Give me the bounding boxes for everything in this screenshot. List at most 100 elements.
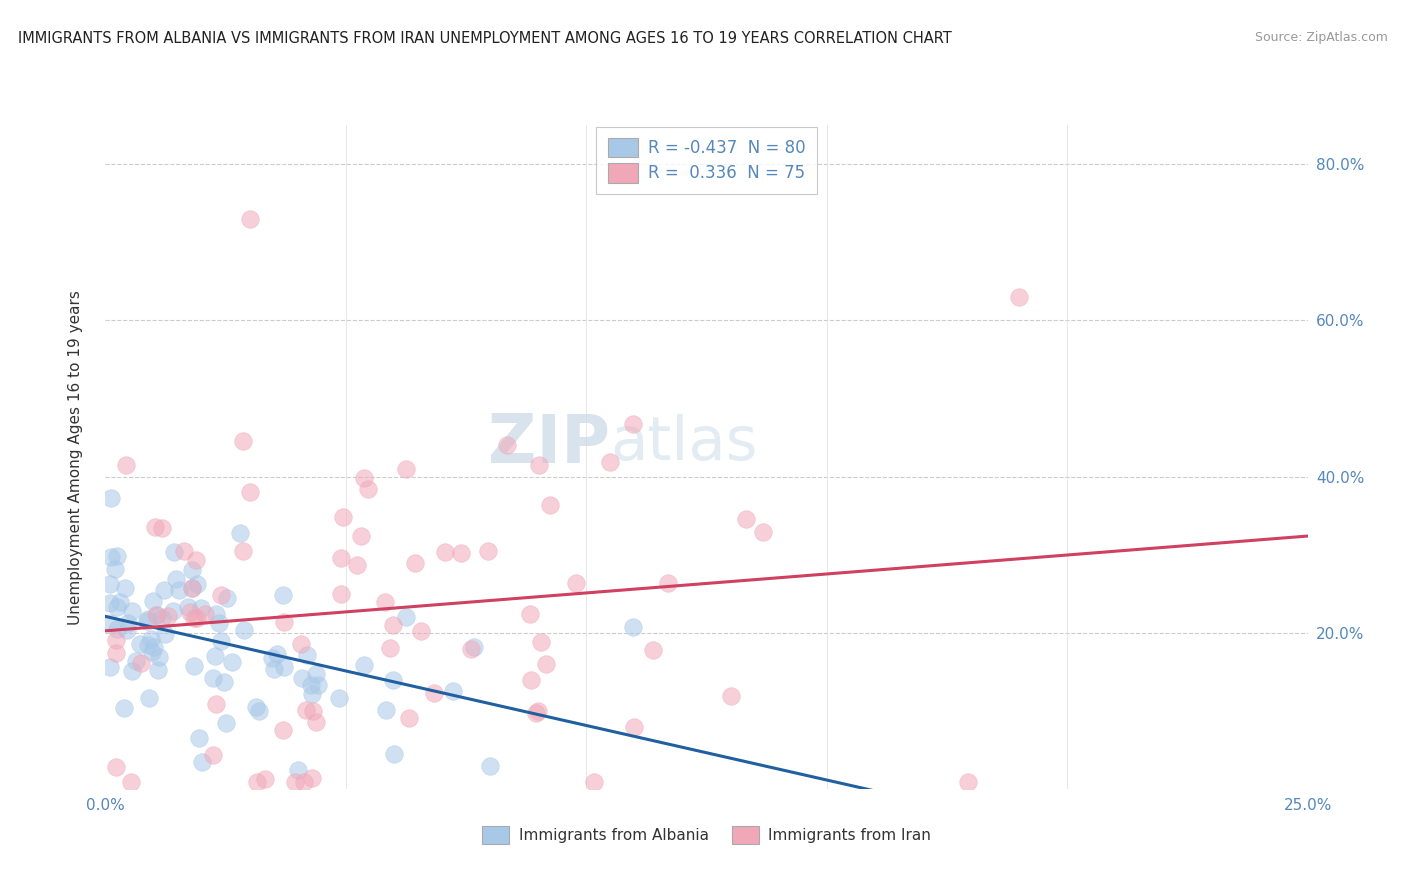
Point: [266, 647, 288, 661]
Point: [180, 582, 202, 596]
Point: [273, 615, 295, 629]
Point: [245, 700, 267, 714]
Point: [374, 703, 396, 717]
Point: [142, 640, 165, 655]
Point: [184, 553, 207, 567]
Point: [271, 723, 294, 737]
Point: [433, 545, 456, 559]
Point: [183, 611, 205, 625]
Point: [479, 759, 502, 773]
Point: [125, 654, 148, 668]
Point: [529, 458, 551, 472]
Point: [382, 747, 405, 762]
Point: [329, 551, 352, 566]
Point: [246, 774, 269, 789]
Point: [957, 774, 980, 789]
Point: [239, 485, 262, 500]
Point: [305, 715, 328, 730]
Point: [190, 601, 212, 615]
Point: [100, 491, 122, 505]
Point: [404, 556, 426, 570]
Point: [519, 607, 541, 622]
Point: [657, 576, 679, 591]
Point: [121, 664, 143, 678]
Point: [129, 637, 152, 651]
Point: [273, 660, 295, 674]
Point: [239, 211, 262, 226]
Point: [212, 675, 235, 690]
Point: [98, 659, 121, 673]
Point: [382, 673, 405, 688]
Legend: Immigrants from Albania, Immigrants from Iran: Immigrants from Albania, Immigrants from…: [474, 819, 939, 852]
Point: [398, 711, 420, 725]
Point: [209, 633, 232, 648]
Point: [188, 731, 211, 745]
Point: [165, 573, 187, 587]
Point: [150, 611, 173, 625]
Point: [621, 417, 644, 431]
Point: [353, 657, 375, 672]
Point: [254, 772, 277, 787]
Point: [104, 760, 127, 774]
Point: [209, 588, 232, 602]
Point: [346, 558, 368, 572]
Point: [114, 458, 136, 472]
Text: ZIP: ZIP: [488, 411, 610, 477]
Point: [115, 624, 138, 638]
Point: [299, 677, 322, 691]
Point: [284, 774, 307, 789]
Point: [105, 646, 128, 660]
Point: [186, 611, 208, 625]
Point: [524, 706, 547, 720]
Point: [292, 774, 315, 789]
Point: [179, 605, 201, 619]
Point: [100, 550, 122, 565]
Point: [105, 549, 128, 564]
Point: [152, 583, 174, 598]
Point: [752, 524, 775, 539]
Point: [186, 577, 208, 591]
Text: atlas: atlas: [610, 415, 758, 474]
Point: [623, 720, 645, 734]
Point: [450, 546, 472, 560]
Point: [409, 624, 432, 639]
Point: [564, 576, 586, 591]
Point: [301, 687, 323, 701]
Point: [136, 614, 159, 628]
Point: [181, 563, 204, 577]
Point: [527, 704, 550, 718]
Point: [295, 703, 318, 717]
Point: [173, 544, 195, 558]
Point: [460, 641, 482, 656]
Point: [201, 671, 224, 685]
Point: [146, 663, 169, 677]
Point: [138, 612, 160, 626]
Point: [129, 657, 152, 671]
Point: [302, 704, 325, 718]
Point: [112, 701, 135, 715]
Point: [382, 618, 405, 632]
Point: [136, 638, 159, 652]
Point: [305, 667, 328, 681]
Point: [247, 704, 270, 718]
Point: [201, 748, 224, 763]
Point: [290, 637, 312, 651]
Point: [263, 662, 285, 676]
Point: [295, 648, 318, 662]
Point: [141, 645, 163, 659]
Point: [477, 544, 499, 558]
Point: [117, 615, 139, 630]
Point: [150, 521, 173, 535]
Point: [156, 608, 179, 623]
Point: [623, 620, 645, 634]
Point: [720, 689, 742, 703]
Point: [394, 462, 416, 476]
Point: [463, 640, 485, 655]
Point: [328, 691, 350, 706]
Point: [378, 640, 401, 655]
Point: [221, 655, 243, 669]
Point: [139, 632, 162, 647]
Point: [395, 610, 418, 624]
Point: [143, 520, 166, 534]
Point: [529, 635, 551, 649]
